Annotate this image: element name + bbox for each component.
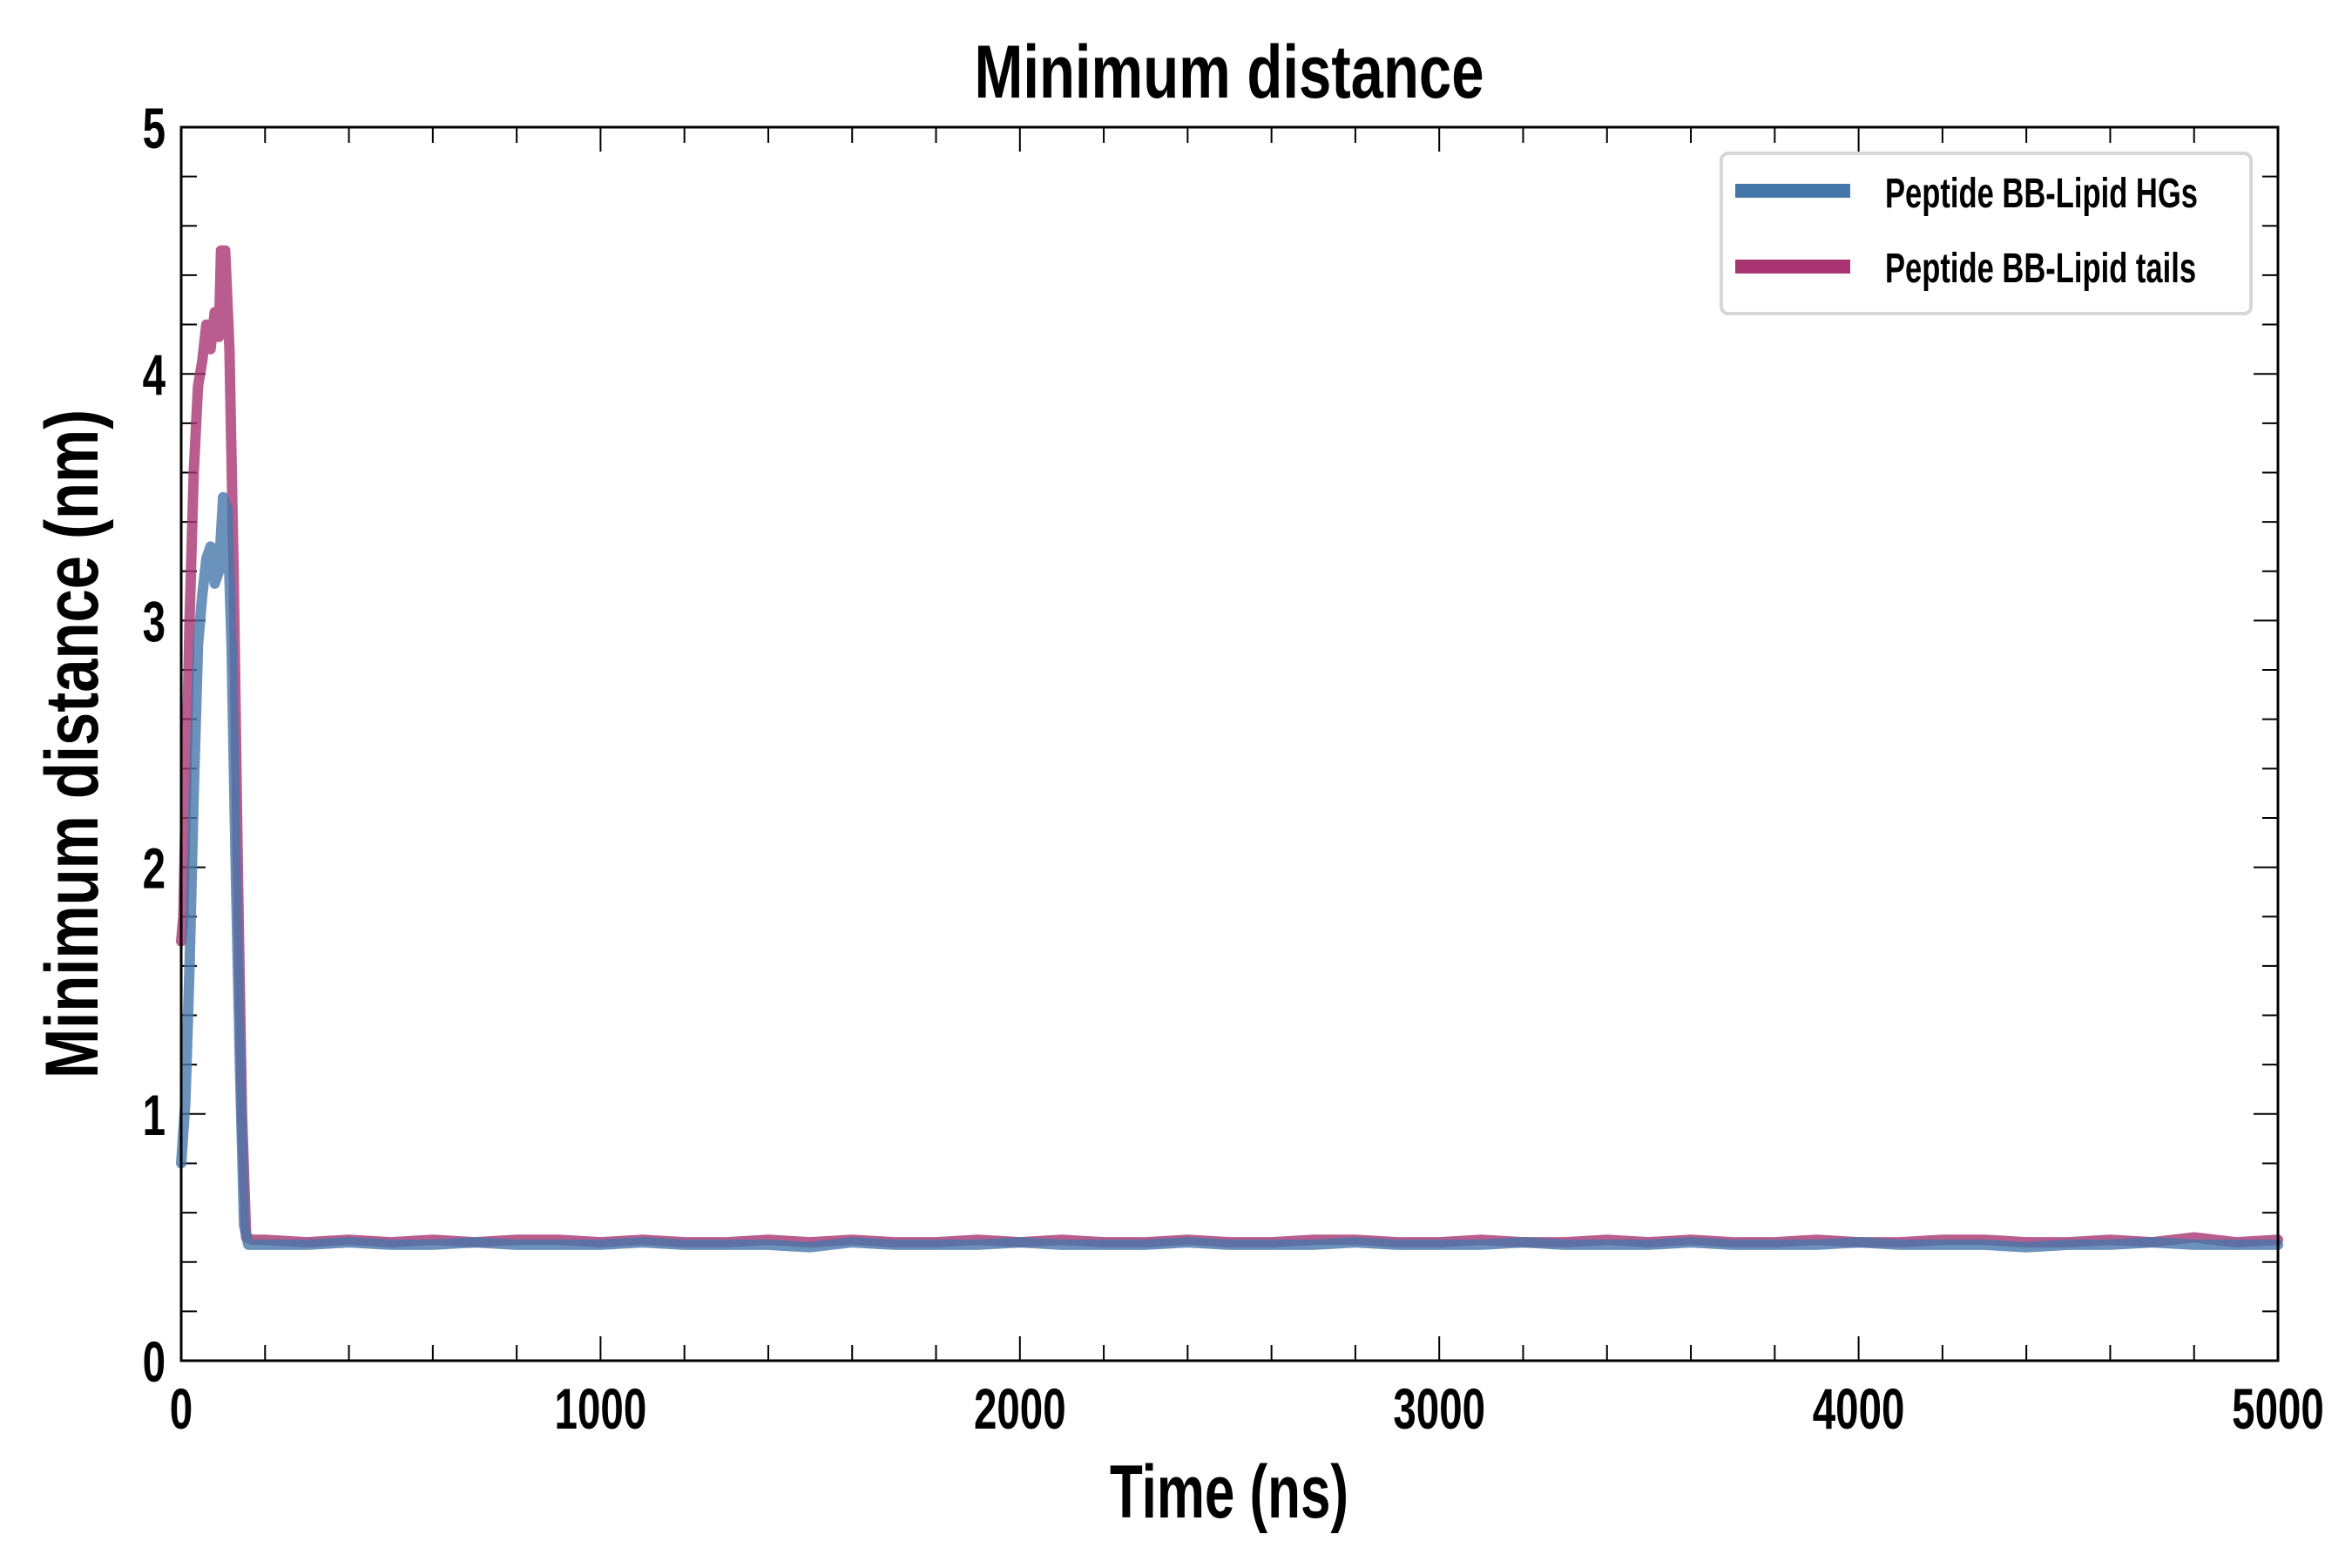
x-tick-label: 1000 bbox=[555, 1377, 647, 1441]
chart-title: Minimum distance bbox=[974, 30, 1484, 114]
y-tick-label: 0 bbox=[143, 1330, 166, 1394]
y-tick-label: 4 bbox=[143, 344, 166, 408]
y-tick-label: 2 bbox=[143, 837, 166, 901]
series-line-tails bbox=[176, 245, 2283, 1248]
y-tick-label: 5 bbox=[143, 97, 166, 160]
axis-tick-labels: 0 1000 2000 3000 4000 5000 0 1 2 3 4 5 bbox=[143, 97, 2324, 1441]
x-tick-label: 3000 bbox=[1393, 1377, 1485, 1441]
y-axis-label: Minimum distance (nm) bbox=[30, 409, 114, 1078]
series-lines bbox=[176, 245, 2283, 1253]
x-tick-label: 0 bbox=[170, 1377, 193, 1441]
legend-box bbox=[1720, 152, 2253, 315]
y-tick-label: 1 bbox=[143, 1084, 166, 1147]
y-tick-label: 3 bbox=[143, 591, 166, 654]
legend-label-hgs: Peptide BB-Lipid HGs bbox=[1885, 169, 2198, 216]
series-line-hgs bbox=[176, 491, 2283, 1253]
plot-frame bbox=[179, 125, 2280, 1362]
legend-label-tails: Peptide BB-Lipid tails bbox=[1885, 244, 2196, 291]
legend: Peptide BB-Lipid HGs Peptide BB-Lipid ta… bbox=[1720, 152, 2253, 315]
x-tick-label: 5000 bbox=[2232, 1377, 2324, 1441]
x-tick-label: 4000 bbox=[1813, 1377, 1905, 1441]
x-tick-label: 2000 bbox=[974, 1377, 1066, 1441]
x-axis-label: Time (ns) bbox=[1110, 1450, 1348, 1533]
